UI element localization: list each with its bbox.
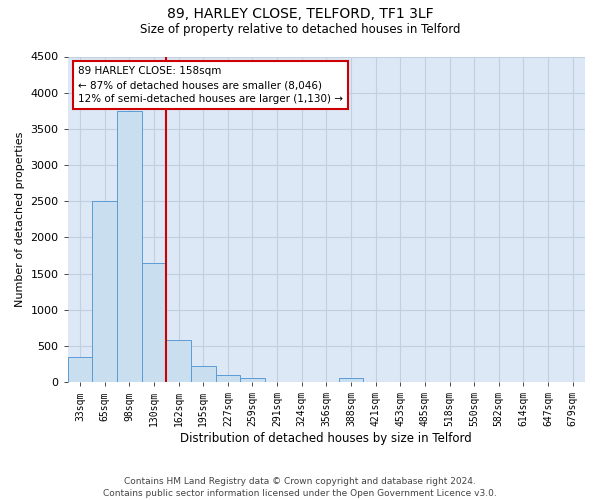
X-axis label: Distribution of detached houses by size in Telford: Distribution of detached houses by size … bbox=[181, 432, 472, 445]
Bar bbox=[240, 378, 265, 382]
Bar bbox=[117, 111, 142, 382]
Text: Size of property relative to detached houses in Telford: Size of property relative to detached ho… bbox=[140, 22, 460, 36]
Y-axis label: Number of detached properties: Number of detached properties bbox=[15, 132, 25, 307]
Text: 89, HARLEY CLOSE, TELFORD, TF1 3LF: 89, HARLEY CLOSE, TELFORD, TF1 3LF bbox=[167, 8, 433, 22]
Bar bbox=[92, 201, 117, 382]
Text: Contains HM Land Registry data © Crown copyright and database right 2024.
Contai: Contains HM Land Registry data © Crown c… bbox=[103, 476, 497, 498]
Bar bbox=[142, 263, 166, 382]
Bar bbox=[215, 375, 240, 382]
Bar bbox=[338, 378, 364, 382]
Bar bbox=[191, 366, 215, 382]
Text: 89 HARLEY CLOSE: 158sqm
← 87% of detached houses are smaller (8,046)
12% of semi: 89 HARLEY CLOSE: 158sqm ← 87% of detache… bbox=[78, 66, 343, 104]
Bar bbox=[68, 357, 92, 382]
Bar bbox=[166, 340, 191, 382]
